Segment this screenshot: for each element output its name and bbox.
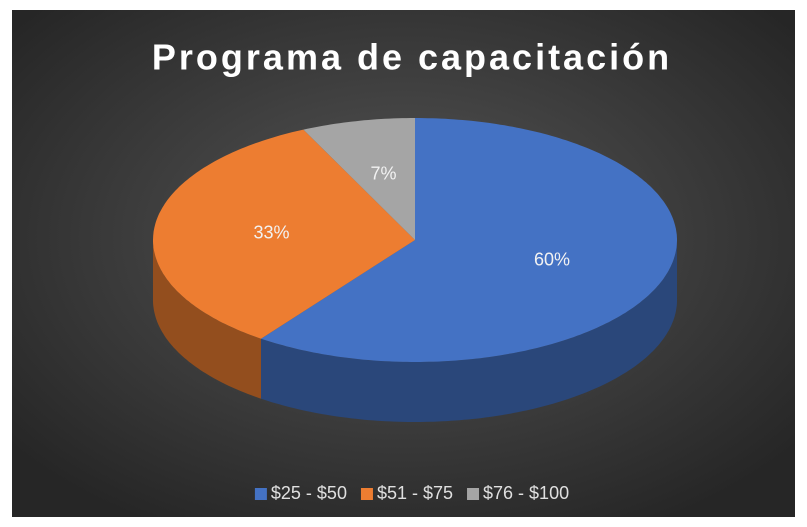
legend-label: $25 - $50 [271,483,347,503]
chart-title: Programa de capacitación [152,37,672,78]
data-label: 7% [371,163,397,183]
slice [153,129,415,339]
legend-label: $76 - $100 [483,483,569,503]
legend-swatch [467,488,480,500]
legend-swatch [254,488,267,500]
data-label: 33% [254,222,290,242]
slice-side [261,240,677,422]
data-label: 60% [534,249,570,269]
slice [303,118,415,240]
slice [261,118,677,362]
slice-side [153,240,261,399]
legend-label: $51 - $75 [377,483,453,503]
legend-swatch [360,488,373,500]
